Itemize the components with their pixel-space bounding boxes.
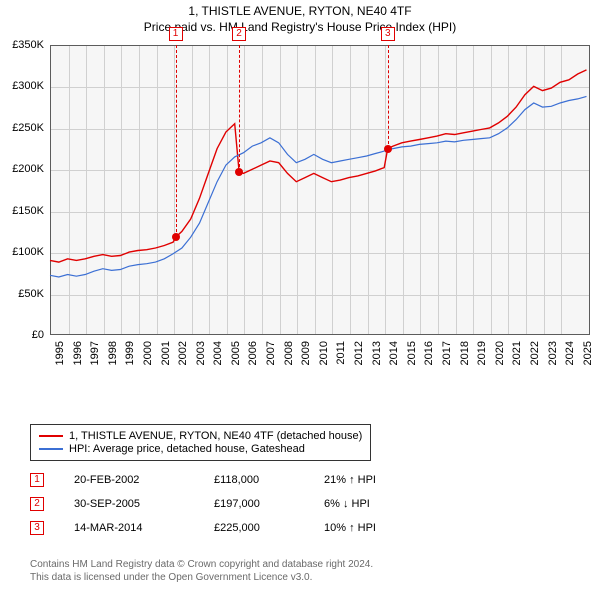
sale-change: 21% ↑ HPI xyxy=(324,474,444,486)
sale-date: 20-FEB-2002 xyxy=(74,474,184,486)
sale-row: 3 14-MAR-2014 £225,000 10% ↑ HPI xyxy=(30,516,570,540)
legend-item: 1, THISTLE AVENUE, RYTON, NE40 4TF (deta… xyxy=(39,430,362,442)
x-axis-tick-label: 2017 xyxy=(441,341,453,365)
legend-box: 1, THISTLE AVENUE, RYTON, NE40 4TF (deta… xyxy=(30,424,371,461)
legend-swatch xyxy=(39,435,63,437)
sale-price: £118,000 xyxy=(214,474,294,486)
sale-row: 2 30-SEP-2005 £197,000 6% ↓ HPI xyxy=(30,492,570,516)
chart-area: £0£50K£100K£150K£200K£250K£300K£350K1995… xyxy=(0,40,600,380)
sale-marker-index: 3 xyxy=(381,27,395,41)
x-axis-tick-label: 2001 xyxy=(160,341,172,365)
x-axis-tick-label: 2002 xyxy=(177,341,189,365)
x-axis-tick-label: 2011 xyxy=(335,341,347,365)
sale-marker-index: 1 xyxy=(169,27,183,41)
x-axis-tick-label: 1998 xyxy=(107,341,119,365)
x-axis-tick-label: 2023 xyxy=(547,341,559,365)
chart-container: 1, THISTLE AVENUE, RYTON, NE40 4TF Price… xyxy=(0,0,600,590)
x-axis-tick-label: 2021 xyxy=(511,341,523,365)
sale-marker-line xyxy=(239,45,240,172)
sale-marker-dot xyxy=(172,233,180,241)
sale-date: 30-SEP-2005 xyxy=(74,498,184,510)
sale-index-box: 1 xyxy=(30,473,44,487)
footer-line-1: Contains HM Land Registry data © Crown c… xyxy=(30,558,373,571)
chart-subtitle: Price paid vs. HM Land Registry's House … xyxy=(0,20,600,34)
x-axis-tick-label: 1999 xyxy=(124,341,136,365)
x-axis-tick-label: 2009 xyxy=(300,341,312,365)
x-axis-tick-label: 2018 xyxy=(459,341,471,365)
sale-price: £225,000 xyxy=(214,522,294,534)
sale-marker-line xyxy=(176,45,177,237)
sale-date: 14-MAR-2014 xyxy=(74,522,184,534)
x-axis-tick-label: 2007 xyxy=(265,341,277,365)
x-axis-tick-label: 1995 xyxy=(54,341,66,365)
x-axis-tick-label: 2000 xyxy=(142,341,154,365)
sales-table: 1 20-FEB-2002 £118,000 21% ↑ HPI 2 30-SEP-200… xyxy=(30,468,570,540)
x-axis-tick-label: 2015 xyxy=(406,341,418,365)
sale-marker-index: 2 xyxy=(232,27,246,41)
sale-marker-line xyxy=(388,45,389,149)
x-axis-tick-label: 2016 xyxy=(423,341,435,365)
line-series-svg xyxy=(0,40,592,337)
footer-line-2: This data is licensed under the Open Gov… xyxy=(30,571,373,584)
sale-index-box: 3 xyxy=(30,521,44,535)
x-axis-tick-label: 1996 xyxy=(72,341,84,365)
x-axis-tick-label: 2013 xyxy=(371,341,383,365)
sale-change: 6% ↓ HPI xyxy=(324,498,444,510)
legend-label: HPI: Average price, detached house, Gate… xyxy=(69,443,305,455)
sale-marker-dot xyxy=(235,168,243,176)
sale-change: 10% ↑ HPI xyxy=(324,522,444,534)
x-axis-tick-label: 2005 xyxy=(230,341,242,365)
sale-row: 1 20-FEB-2002 £118,000 21% ↑ HPI xyxy=(30,468,570,492)
x-axis-tick-label: 1997 xyxy=(89,341,101,365)
x-axis-tick-label: 2024 xyxy=(564,341,576,365)
x-axis-tick-label: 2012 xyxy=(353,341,365,365)
legend-label: 1, THISTLE AVENUE, RYTON, NE40 4TF (deta… xyxy=(69,430,362,442)
chart-title-address: 1, THISTLE AVENUE, RYTON, NE40 4TF xyxy=(0,4,600,18)
x-axis-tick-label: 2004 xyxy=(212,341,224,365)
legend-swatch xyxy=(39,448,63,450)
x-axis-tick-label: 2003 xyxy=(195,341,207,365)
x-axis-tick-label: 2010 xyxy=(318,341,330,365)
legend-item: HPI: Average price, detached house, Gate… xyxy=(39,443,362,455)
chart-titles: 1, THISTLE AVENUE, RYTON, NE40 4TF Price… xyxy=(0,0,600,34)
x-axis-tick-label: 2020 xyxy=(494,341,506,365)
x-axis-tick-label: 2014 xyxy=(388,341,400,365)
x-axis-tick-label: 2025 xyxy=(582,341,594,365)
x-axis-tick-label: 2006 xyxy=(247,341,259,365)
series-line xyxy=(50,96,587,277)
sale-index-box: 2 xyxy=(30,497,44,511)
x-axis-tick-label: 2019 xyxy=(476,341,488,365)
sale-price: £197,000 xyxy=(214,498,294,510)
series-line xyxy=(50,70,587,262)
sale-marker-dot xyxy=(384,145,392,153)
x-axis-tick-label: 2008 xyxy=(283,341,295,365)
footer-attribution: Contains HM Land Registry data © Crown c… xyxy=(30,558,373,584)
x-axis-tick-label: 2022 xyxy=(529,341,541,365)
